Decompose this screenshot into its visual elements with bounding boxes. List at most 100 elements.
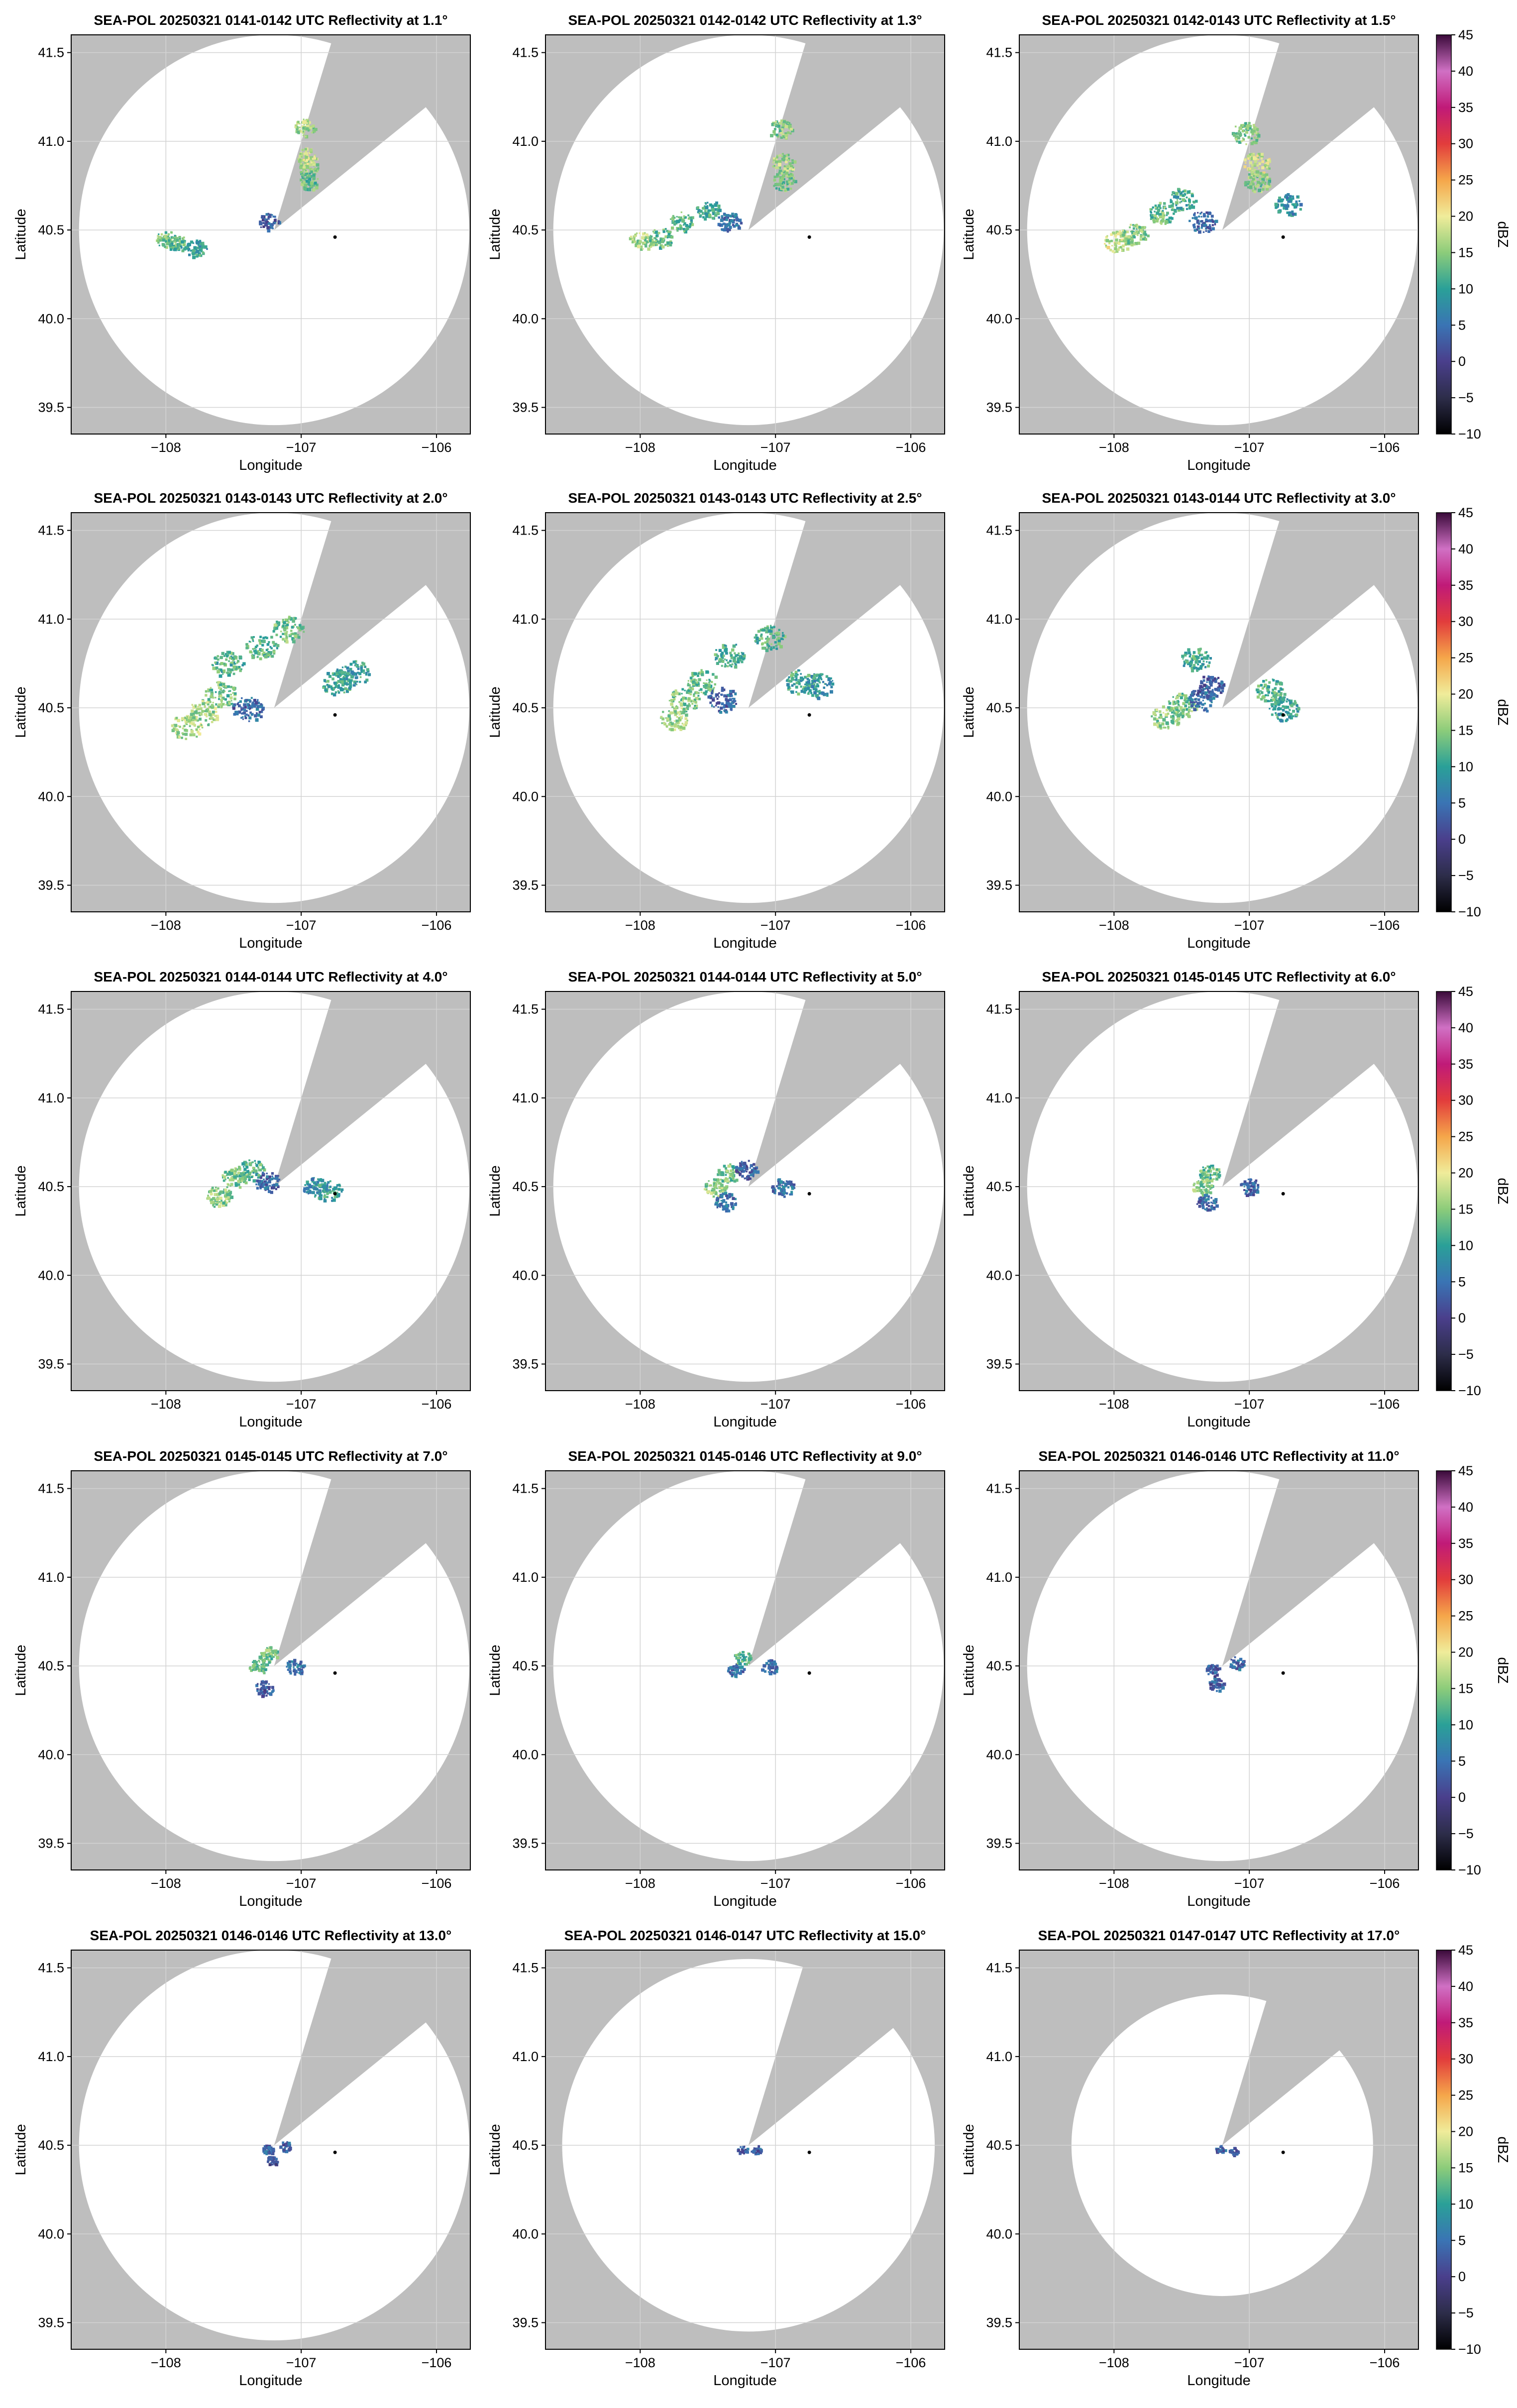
echo-pixel xyxy=(1260,183,1263,186)
x-tick-label: −108 xyxy=(1099,440,1129,455)
echo-pixel xyxy=(1194,212,1196,214)
echo-pixel xyxy=(688,704,691,707)
echo-pixel xyxy=(316,1191,319,1194)
echo-pixel xyxy=(245,713,248,716)
echo-pixel xyxy=(1206,661,1208,663)
echo-pixel xyxy=(315,180,317,183)
echo-pixel xyxy=(817,697,821,700)
echo-pixel xyxy=(1200,226,1203,229)
echo-pixel xyxy=(716,205,719,207)
echo-pixel xyxy=(324,1187,328,1191)
echo-pixel xyxy=(1157,722,1161,726)
echo-pixel xyxy=(825,675,829,678)
echo-pixel xyxy=(715,649,717,651)
echo-pixel xyxy=(211,1189,214,1192)
echo-pixel xyxy=(720,1178,722,1181)
echo-pixel xyxy=(725,1209,729,1213)
echo-pixel xyxy=(1207,1185,1210,1188)
echo-pixel xyxy=(319,1195,322,1198)
echo-pixel xyxy=(1289,699,1293,703)
echo-pixel xyxy=(691,223,694,226)
y-axis-label: Latitude xyxy=(13,1644,29,1696)
echo-pixel xyxy=(1131,242,1134,245)
echo-pixel xyxy=(199,249,201,251)
echo-pixel xyxy=(273,219,277,222)
echo-pixel xyxy=(812,676,816,680)
echo-pixel xyxy=(268,641,270,644)
echo-pixel xyxy=(1212,1166,1214,1169)
echo-pixel xyxy=(718,1172,720,1175)
echo-pixel xyxy=(1197,652,1200,655)
echo-pixel xyxy=(684,721,688,725)
echo-pixel xyxy=(305,180,309,183)
echo-pixel xyxy=(246,703,250,706)
echo-pixel xyxy=(212,1204,215,1207)
echo-pixel xyxy=(1207,664,1210,668)
echo-pixel xyxy=(780,172,783,175)
echo-pixel xyxy=(1197,1189,1201,1193)
echo-pixel xyxy=(1292,702,1294,705)
echo-pixel xyxy=(716,661,719,665)
echo-pixel xyxy=(788,127,791,130)
echo-pixel xyxy=(1213,1178,1215,1180)
echo-pixel xyxy=(269,646,272,648)
echo-pixel xyxy=(1139,238,1142,241)
echo-pixel xyxy=(671,217,675,220)
echo-pixel xyxy=(681,698,683,700)
echo-pixel xyxy=(791,1187,794,1190)
echo-pixel xyxy=(723,218,726,221)
echo-pixel xyxy=(725,652,728,655)
echo-pixel xyxy=(730,219,733,222)
echo-pixel xyxy=(1201,703,1204,706)
echo-pixel xyxy=(210,687,212,689)
echo-pixel xyxy=(218,691,221,693)
echo-pixel xyxy=(829,690,833,694)
echo-pixel xyxy=(292,632,295,636)
echo-pixel xyxy=(676,220,679,223)
echo-pixel xyxy=(788,181,791,183)
echo-pixel xyxy=(725,698,728,701)
echo-pixel xyxy=(1197,663,1199,665)
echo-pixel xyxy=(764,627,767,630)
echo-pixel xyxy=(1218,686,1221,689)
echo-pixel xyxy=(673,707,675,709)
echo-pixel xyxy=(1156,724,1159,727)
echo-pixel xyxy=(712,688,714,691)
echo-pixel xyxy=(731,701,734,704)
echo-pixel xyxy=(315,1183,318,1186)
echo-pixel xyxy=(221,1191,225,1194)
echo-pixel xyxy=(735,217,739,219)
echo-pixel xyxy=(195,719,198,721)
echo-pixel xyxy=(791,677,794,680)
echo-pixel xyxy=(217,658,219,661)
echo-pixel xyxy=(260,649,264,652)
echo-pixel xyxy=(806,677,809,680)
echo-pixel xyxy=(1234,136,1237,139)
echo-pixel xyxy=(783,178,785,181)
echo-pixel xyxy=(679,710,682,713)
echo-pixel xyxy=(1208,690,1212,694)
echo-pixel xyxy=(275,1183,279,1187)
echo-pixel xyxy=(249,1176,251,1178)
echo-pixel xyxy=(808,691,810,693)
echo-pixel xyxy=(705,214,709,218)
echo-pixel xyxy=(729,703,733,707)
echo-pixel xyxy=(780,185,782,187)
echo-pixel xyxy=(778,171,781,175)
echo-pixel xyxy=(244,715,246,717)
echo-pixel xyxy=(255,718,259,722)
echo-pixel xyxy=(1162,210,1164,212)
echo-pixel xyxy=(1296,710,1300,713)
echo-pixel xyxy=(1266,163,1270,167)
echo-pixel xyxy=(187,719,191,723)
echo-pixel xyxy=(661,722,663,724)
echo-pixel xyxy=(695,691,698,694)
echo-pixel xyxy=(1282,705,1285,708)
echo-pixel xyxy=(255,1164,258,1167)
echo-pixel xyxy=(224,1178,226,1181)
echo-pixel xyxy=(1191,193,1194,196)
echo-pixel xyxy=(792,178,794,180)
echo-pixel xyxy=(266,643,270,646)
echo-pixel xyxy=(241,664,244,666)
echo-pixel xyxy=(270,1646,273,1649)
